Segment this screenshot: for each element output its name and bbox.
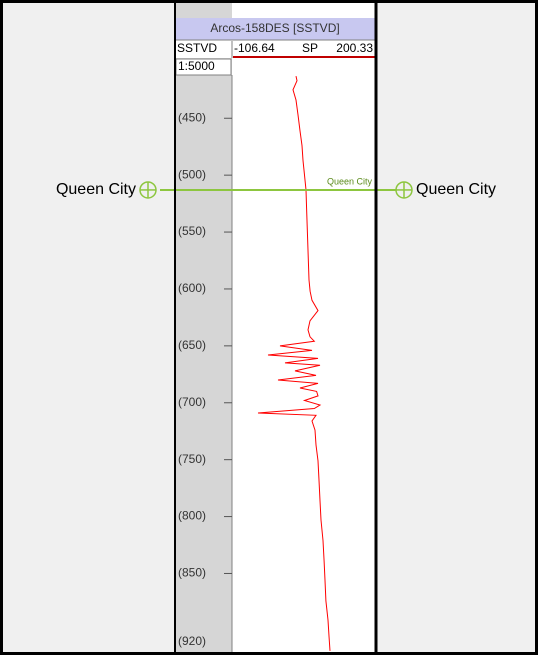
log-track	[232, 3, 376, 653]
depth-tick-label: (450)	[178, 110, 206, 124]
header-band	[175, 18, 376, 40]
scale-label: 1:5000	[178, 59, 215, 73]
marker-label: Queen City	[416, 181, 496, 198]
curve-min: -106.64	[234, 41, 275, 55]
depth-tick-label: (600)	[178, 281, 206, 295]
marker-label: Queen City	[56, 181, 136, 198]
marker-track-label: Queen City	[327, 176, 373, 186]
depth-tick-label: (550)	[178, 224, 206, 238]
well-title: Arcos-158DES [SSTVD]	[210, 21, 339, 35]
depth-tick-label: (500)	[178, 167, 206, 181]
curve-header	[175, 40, 376, 58]
curve-max: 200.33	[336, 41, 373, 55]
curve-name: SP	[302, 41, 318, 55]
depth-tick-label: (700)	[178, 395, 206, 409]
depth-tick-label: (920)	[178, 634, 206, 648]
depth-header: SSTVD	[177, 41, 217, 55]
depth-tick-label: (650)	[178, 338, 206, 352]
depth-tick-label: (850)	[178, 566, 206, 580]
depth-column	[175, 3, 232, 653]
depth-tick-label: (750)	[178, 452, 206, 466]
depth-tick-label: (800)	[178, 509, 206, 523]
